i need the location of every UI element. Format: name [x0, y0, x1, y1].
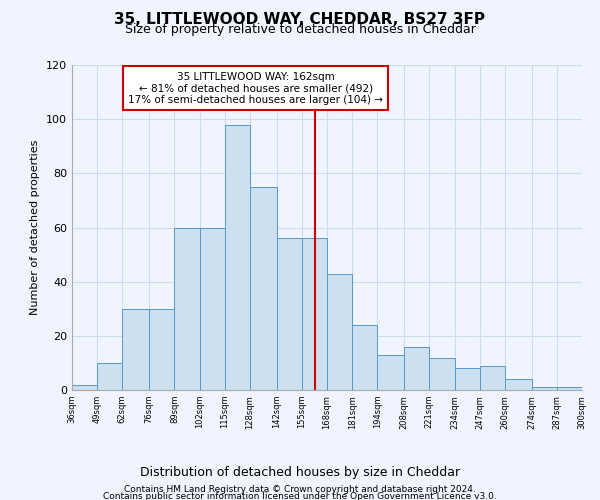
Bar	[122, 308, 149, 390]
Bar	[455, 368, 479, 390]
Bar	[72, 384, 97, 390]
Bar	[175, 228, 199, 390]
Bar	[224, 124, 250, 390]
Text: Contains public sector information licensed under the Open Government Licence v3: Contains public sector information licen…	[103, 492, 497, 500]
Y-axis label: Number of detached properties: Number of detached properties	[31, 140, 40, 315]
Bar	[377, 355, 404, 390]
Text: Size of property relative to detached houses in Cheddar: Size of property relative to detached ho…	[125, 22, 475, 36]
Bar	[199, 228, 224, 390]
Bar	[505, 379, 532, 390]
Text: 35 LITTLEWOOD WAY: 162sqm
← 81% of detached houses are smaller (492)
17% of semi: 35 LITTLEWOOD WAY: 162sqm ← 81% of detac…	[128, 72, 383, 104]
Bar	[532, 388, 557, 390]
Text: Distribution of detached houses by size in Cheddar: Distribution of detached houses by size …	[140, 466, 460, 479]
Bar	[97, 363, 122, 390]
Text: Contains HM Land Registry data © Crown copyright and database right 2024.: Contains HM Land Registry data © Crown c…	[124, 484, 476, 494]
Text: 35, LITTLEWOOD WAY, CHEDDAR, BS27 3FP: 35, LITTLEWOOD WAY, CHEDDAR, BS27 3FP	[115, 12, 485, 28]
Bar	[149, 308, 175, 390]
Bar	[557, 388, 582, 390]
Bar	[327, 274, 352, 390]
Bar	[479, 366, 505, 390]
Bar	[302, 238, 327, 390]
Bar	[404, 346, 430, 390]
Bar	[430, 358, 455, 390]
Bar	[250, 187, 277, 390]
Bar	[277, 238, 302, 390]
Bar	[352, 325, 377, 390]
